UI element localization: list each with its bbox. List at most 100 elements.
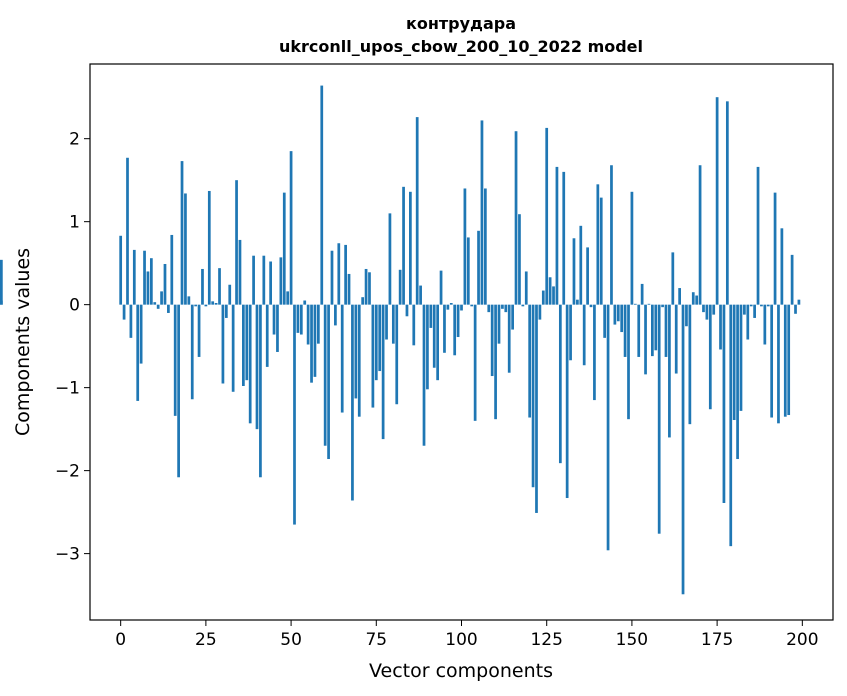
bar-20 [187,296,191,305]
bar-36 [242,304,245,386]
bar-38 [248,304,252,424]
x-tick-label: 175 [701,630,733,650]
bar-49 [286,291,290,305]
bar-146 [616,304,620,322]
bar-7 [143,250,146,305]
bar-169 [695,295,699,305]
bar-63 [334,304,337,326]
bar-116 [514,131,518,305]
bar-115 [511,304,514,330]
bar-71 [361,297,365,305]
bar-102 [466,237,470,305]
bar-74 [371,304,375,408]
bar-164 [678,288,681,305]
bar-148 [623,304,627,357]
bar-153 [640,283,644,305]
y-tick-label: −1 [55,379,80,399]
bar-177 [722,304,726,503]
bar-199 [797,299,801,305]
bar-94 [439,270,443,305]
bar-173 [708,304,712,410]
bar-107 [483,188,487,305]
bar-124 [541,290,545,305]
bar-121 [531,304,535,488]
x-tick-label: 50 [280,630,302,650]
bar-99 [456,304,460,338]
bar-31 [224,304,228,318]
bar-23 [197,304,201,357]
bar-136 [582,304,586,366]
bar-139 [593,304,596,401]
bar-134 [576,299,579,305]
y-tick-label: 2 [69,130,80,150]
bar-174 [712,304,716,315]
x-tick-label: 150 [616,630,648,650]
bar-6 [139,304,143,364]
bar-83 [402,186,405,305]
bar-29 [218,268,221,305]
bar-79 [388,213,392,305]
bar-179 [729,304,733,547]
bar-105 [477,230,480,305]
x-tick-label: 200 [786,630,818,650]
bar-14 [167,304,170,313]
bar-26 [207,190,211,305]
bar-87 [415,117,419,305]
bar-78 [385,304,388,340]
bar-41 [259,304,262,478]
bar-98 [453,304,457,356]
bar-117 [518,214,521,305]
bar-56 [310,304,313,383]
bar-135 [579,225,583,305]
bar-30 [221,304,225,384]
bar-191 [770,304,774,418]
bar-undefined [0,259,3,305]
bar-152 [637,304,641,357]
plot-area-frame [89,63,834,621]
bar-195 [783,304,787,417]
bar-119 [524,271,528,305]
bar-1 [122,304,126,320]
bar-9 [149,258,153,305]
bar-24 [201,268,204,305]
bar-86 [412,304,416,346]
bar-81 [395,304,399,405]
bar-55 [306,304,310,345]
bar-140 [596,184,600,305]
bar-180 [732,304,736,421]
bar-165 [681,304,685,595]
bar-170 [698,165,702,305]
bar-138 [589,304,593,308]
bar-73 [368,272,371,305]
bar-183 [743,304,746,315]
bar-186 [753,304,756,318]
bar-91 [429,304,433,328]
bar-88 [419,285,422,305]
bar-93 [436,304,440,381]
bar-120 [528,304,532,418]
bar-130 [562,171,566,305]
bar-59 [320,85,324,305]
bar-65 [340,304,344,413]
bar-53 [299,304,303,335]
bar-108 [487,304,491,313]
bar-69 [354,304,358,399]
bar-32 [228,284,232,305]
bar-133 [572,238,576,305]
x-tick-label: 75 [365,630,387,650]
bar-198 [794,304,797,314]
bar-123 [538,304,542,320]
bar-13 [163,263,167,305]
bar-132 [569,304,572,361]
bar-11 [156,304,160,309]
bar-176 [719,304,722,350]
bar-44 [269,261,272,305]
bar-187 [756,166,760,305]
bar-16 [173,304,177,416]
bar-90 [426,304,429,390]
bar-171 [702,304,705,313]
bar-159 [661,304,664,308]
x-tick-label: 100 [445,630,477,650]
bar-48 [282,192,286,305]
